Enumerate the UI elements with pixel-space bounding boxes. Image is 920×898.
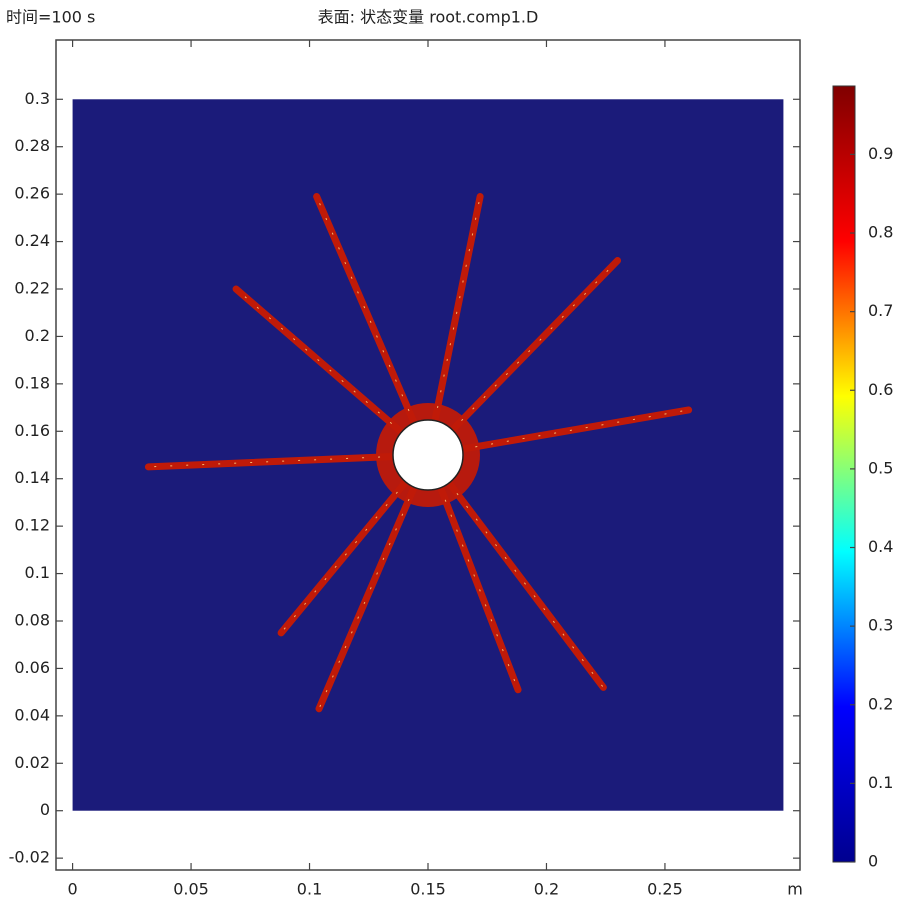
chart-title: 表面: 状态变量 root.comp1.D [318, 8, 539, 27]
x-tick-label: 0.25 [647, 880, 683, 898]
colorbar-tick-label: 0.8 [868, 223, 893, 242]
crack-edge [280, 454, 429, 634]
y-tick-label: 0.08 [14, 611, 50, 630]
x-tick-label: 0.1 [297, 880, 322, 898]
colorbar [832, 85, 856, 863]
y-tick-label: 0.3 [25, 89, 50, 108]
colorbar-tick-label: 0 [868, 852, 878, 871]
x-tick-label: 0.2 [534, 880, 559, 898]
y-tick-label: 0.26 [14, 184, 50, 203]
x-tick-label: 0 [67, 880, 77, 898]
x-tick-label: 0.05 [173, 880, 209, 898]
crack [232, 285, 432, 459]
colorbar-tick-label: 0.4 [868, 537, 893, 556]
y-tick-label: 0.28 [14, 136, 50, 155]
colorbar-tick-label: 0.9 [868, 144, 893, 163]
y-tick-label: 0.02 [14, 753, 50, 772]
y-tick-label: 0.1 [25, 563, 50, 582]
colorbar-tick-label: 0.1 [868, 773, 893, 792]
crack [424, 406, 693, 459]
y-tick-label: 0.16 [14, 421, 50, 440]
x-tick-label: 0.15 [410, 880, 446, 898]
x-unit: m [787, 880, 803, 898]
colorbar-tick-label: 0.6 [868, 380, 893, 399]
y-tick-label: 0.12 [14, 516, 50, 535]
y-tick-label: 0 [40, 800, 50, 819]
y-tick-label: 0.2 [25, 326, 50, 345]
crack [313, 193, 432, 459]
y-tick-label: 0.18 [14, 373, 50, 392]
y-tick-label: 0.04 [14, 705, 50, 724]
y-tick-label: 0.24 [14, 231, 50, 250]
colorbar-tick-label: 0.3 [868, 616, 893, 635]
colorbar-tick-label: 0.7 [868, 301, 893, 320]
time-label: 时间=100 s [6, 8, 95, 27]
colorbar-tick-label: 0.2 [868, 694, 893, 713]
crack [315, 451, 432, 713]
y-tick-label: 0.06 [14, 658, 50, 677]
y-tick-label: 0.22 [14, 279, 50, 298]
crack [424, 193, 484, 459]
y-tick-label: -0.02 [9, 848, 50, 867]
hole [392, 419, 464, 491]
crack [144, 451, 432, 471]
colorbar-tick-label: 0.5 [868, 458, 893, 477]
crack-edge [427, 454, 519, 690]
crack [424, 257, 622, 459]
y-tick-label: 0.14 [14, 468, 50, 487]
crack-edge [427, 454, 604, 688]
